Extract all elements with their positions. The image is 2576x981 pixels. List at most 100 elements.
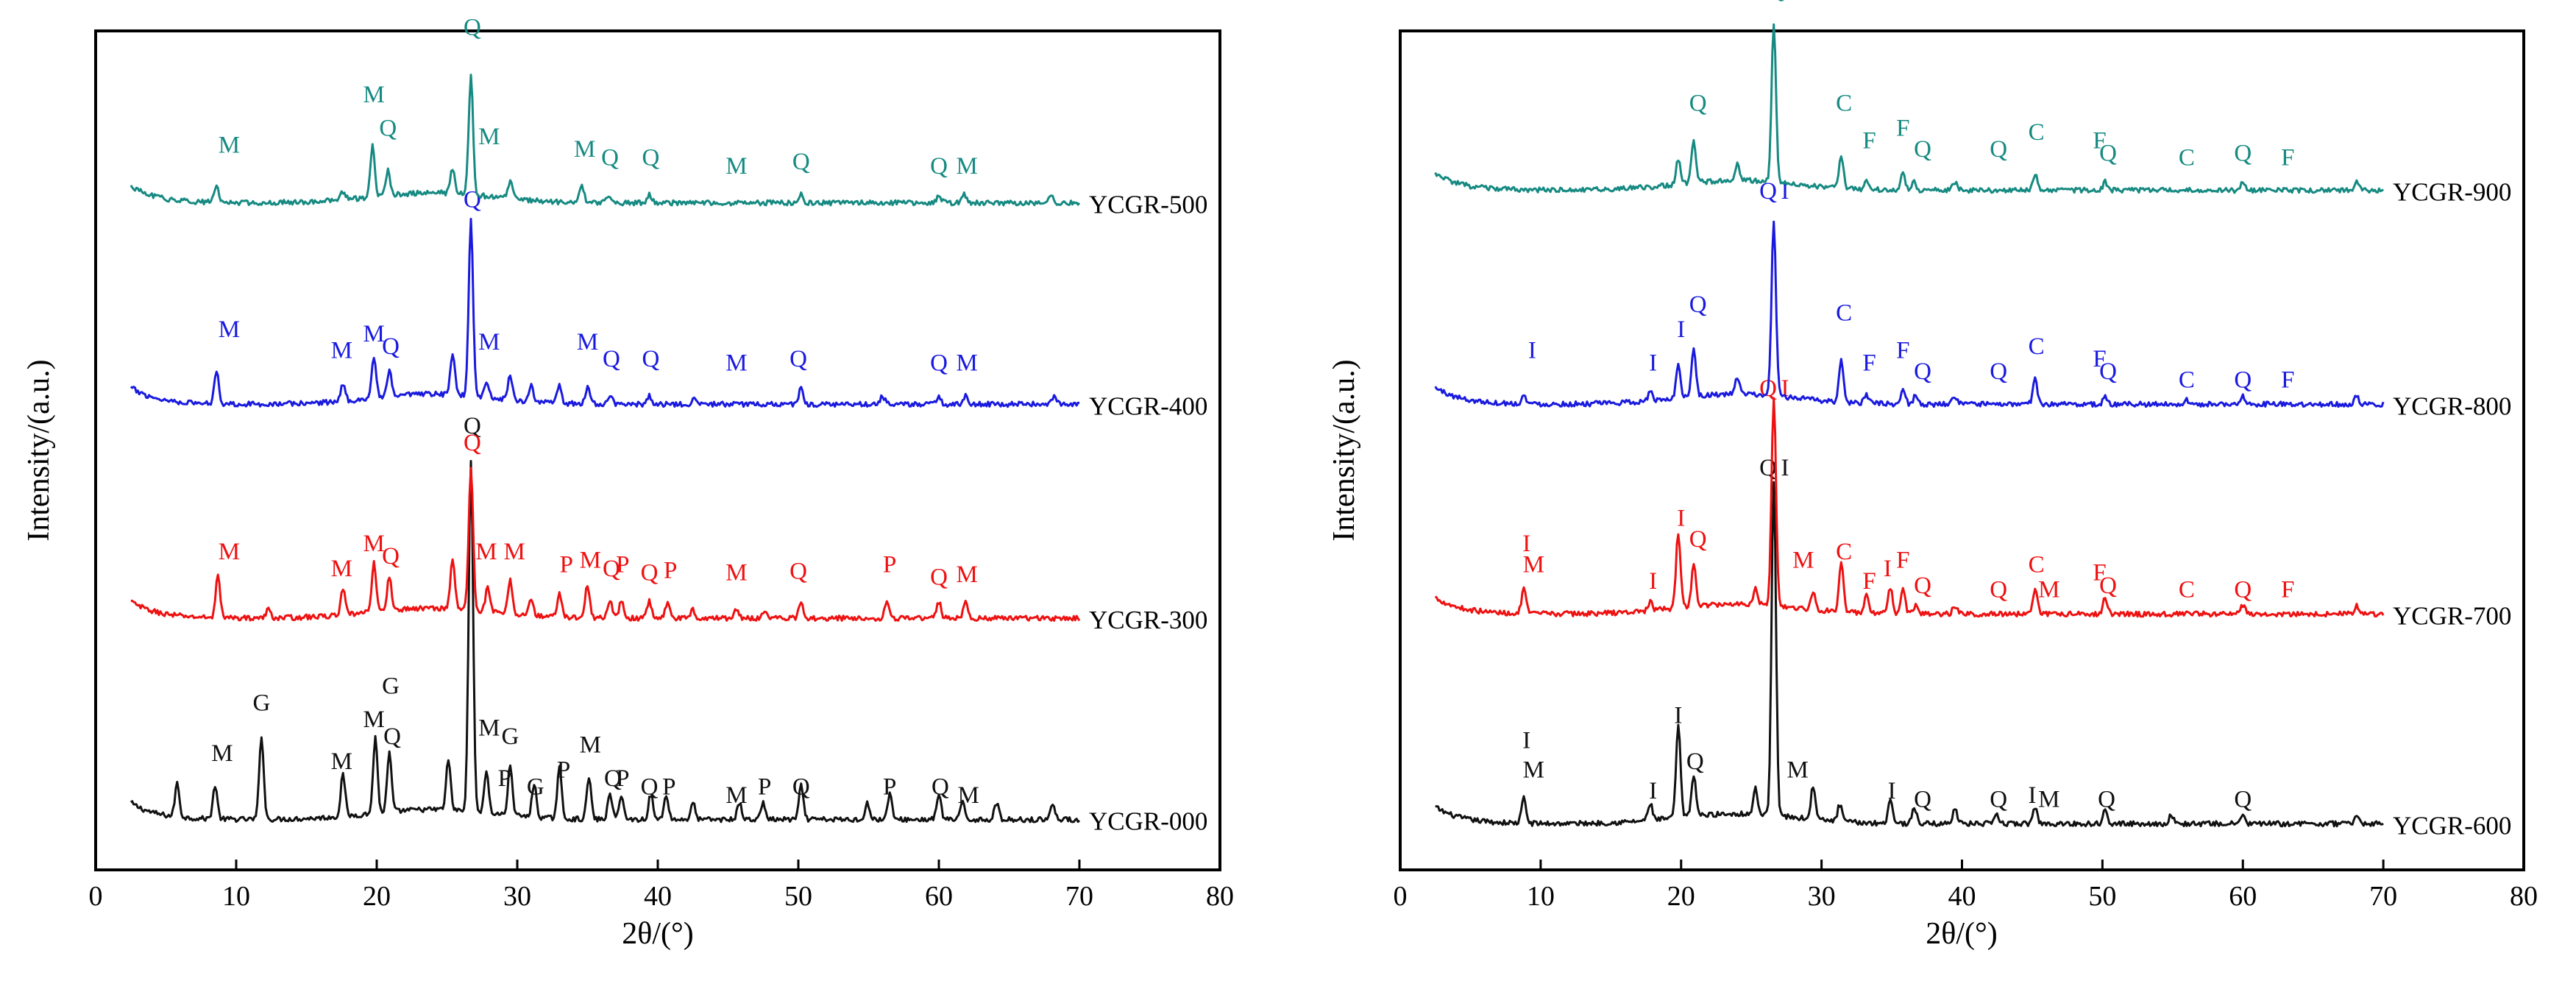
peak-label: I	[1522, 728, 1530, 754]
sample-label: YCGR-900	[2393, 178, 2511, 207]
peak-label: Q	[2234, 787, 2252, 813]
peak-label: C	[2179, 144, 2195, 171]
peak-label: Q	[601, 144, 619, 171]
peak-label: Q	[932, 773, 949, 800]
peak-label: P	[758, 773, 771, 800]
peak-label: I	[1781, 375, 1789, 402]
peak-label: Q	[464, 430, 481, 456]
x-tick-label: 70	[2369, 881, 2397, 912]
peak-label: Q	[930, 350, 948, 377]
peak-label: P	[498, 765, 511, 792]
peak-label: M	[219, 132, 240, 158]
peak-label: Q	[464, 186, 481, 213]
peak-label: Q	[603, 556, 620, 582]
peak-label: P	[664, 557, 677, 584]
left-x-axis-title: 2θ/(°)	[622, 917, 694, 951]
peak-label: I	[1649, 568, 1657, 595]
peak-label: M	[577, 329, 598, 355]
x-tick-label: 0	[1394, 881, 1408, 912]
peak-label: M	[363, 82, 385, 108]
peak-label: I	[1781, 178, 1789, 205]
peak-label: M	[478, 715, 500, 742]
peak-label: Q	[464, 15, 481, 41]
peak-label: Q	[930, 153, 948, 180]
xrd-trace	[1435, 481, 2384, 828]
peak-label: Q	[2099, 358, 2117, 385]
peak-label: M	[219, 316, 240, 343]
x-tick-label: 10	[222, 881, 250, 912]
left-x-tick-labels: 0 10 20 30 40 50 60 70 80	[89, 881, 1235, 912]
peak-label: M	[725, 560, 747, 587]
peak-label: C	[2029, 333, 2045, 360]
peak-label: I	[2028, 782, 2036, 809]
peak-label: Q	[641, 560, 659, 587]
sample-label: YCGR-400	[1089, 392, 1207, 420]
sample-label: YCGR-700	[2393, 601, 2511, 630]
peak-label: P	[883, 551, 896, 578]
peak-label: F	[1862, 568, 1876, 595]
peak-label: M	[363, 706, 385, 733]
peak-label: M	[725, 782, 747, 809]
peak-label: Q	[1914, 136, 1931, 163]
series-ycgr-900: QQCFFQQCFQCQFYCGR-900	[1434, 0, 2511, 207]
xrd-trace	[1434, 23, 2385, 194]
peak-label: M	[1792, 548, 1814, 574]
x-tick-label: 50	[2088, 881, 2116, 912]
x-tick-label: 60	[2229, 881, 2257, 912]
peak-label: P	[883, 773, 896, 800]
peak-label: Q	[1990, 358, 2007, 385]
peak-label: Q	[790, 558, 807, 584]
peak-label: G	[527, 773, 544, 800]
peak-label: Q	[1914, 573, 1931, 599]
peak-label: Q	[2234, 367, 2252, 394]
x-tick-label: 40	[644, 881, 672, 912]
peak-label: Q	[383, 723, 401, 750]
peak-label: F	[2281, 577, 2294, 603]
xrd-trace	[1434, 220, 2385, 408]
peak-label: M	[331, 748, 352, 775]
peak-label: M	[1523, 551, 1544, 578]
peak-label: Q	[2099, 573, 2117, 599]
peak-label: P	[557, 757, 570, 784]
right-x-axis-title: 2θ/(°)	[1926, 917, 1998, 951]
peak-label: F	[2093, 346, 2106, 372]
peak-label: Q	[464, 413, 481, 439]
peak-label: Q	[1689, 526, 1707, 553]
peak-label: M	[580, 548, 601, 574]
peak-label: G	[382, 673, 400, 700]
peak-label: Q	[642, 346, 660, 372]
peak-label: M	[211, 740, 233, 767]
peak-label: Q	[790, 346, 807, 372]
peak-label: F	[2093, 560, 2106, 587]
peak-label: G	[252, 690, 270, 716]
xrd-trace	[129, 460, 1081, 824]
peak-label: Q	[1686, 748, 1704, 775]
peak-label: Q	[2098, 787, 2115, 813]
peak-label: Q	[1914, 358, 1931, 385]
peak-label: M	[219, 539, 240, 565]
peak-label: C	[1836, 90, 1852, 116]
peak-label: I	[1884, 556, 1892, 582]
peak-label: M	[1523, 757, 1544, 784]
sample-label: YCGR-800	[2393, 392, 2511, 420]
peak-label: M	[725, 350, 747, 377]
peak-label: Q	[2099, 141, 2117, 167]
peak-label: M	[957, 350, 978, 377]
peak-label: C	[1836, 539, 1852, 565]
peak-label: Q	[641, 773, 659, 800]
sample-label: YCGR-000	[1089, 807, 1207, 836]
peak-label: Q	[1689, 291, 1707, 318]
peak-label: M	[363, 321, 385, 347]
peak-label: M	[957, 153, 978, 180]
peak-label: I	[1649, 350, 1657, 377]
peak-label: F	[1862, 350, 1876, 377]
peak-label: M	[580, 732, 601, 758]
peak-label: M	[475, 539, 497, 565]
